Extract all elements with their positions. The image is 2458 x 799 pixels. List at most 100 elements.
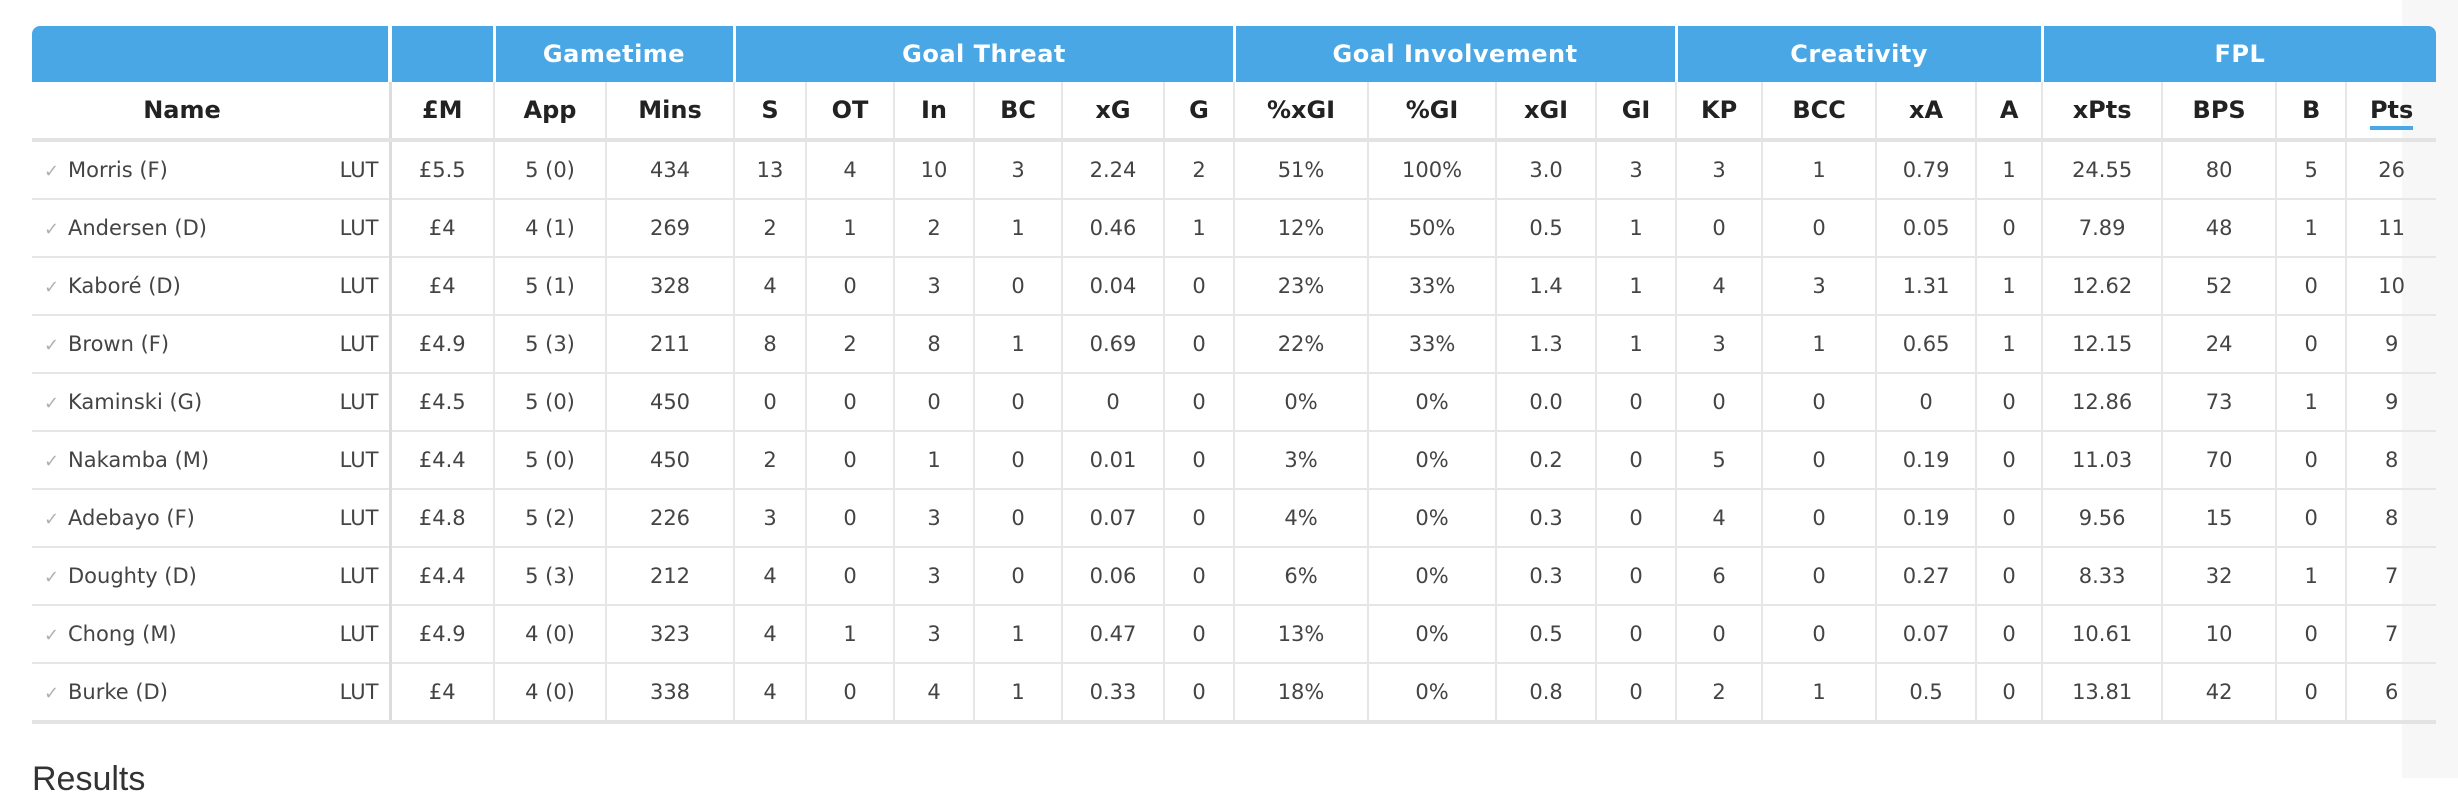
cell-xa: 1.31 (1875, 257, 1977, 316)
group-header-gametime: Gametime (492, 26, 735, 82)
cell-app: 5 (0) (493, 140, 606, 200)
cell-pts: 8 (2345, 431, 2437, 490)
cell-bcc: 0 (1761, 373, 1877, 432)
cell-app: 5 (0) (493, 431, 606, 490)
cell-bps: 32 (2161, 547, 2277, 606)
cell-bc: 1 (973, 199, 1063, 258)
cell-g: 0 (1163, 663, 1235, 724)
cell-bcc: 0 (1761, 199, 1877, 258)
player-stats-table: Gametime Goal Threat Goal Involvement Creat… (32, 26, 2437, 724)
player-name: Andersen (D) (68, 216, 207, 240)
check-icon[interactable]: ✓ (44, 451, 60, 472)
cell-gi: 0 (1595, 663, 1677, 724)
column-header-xg[interactable]: xG (1061, 82, 1165, 142)
cell-bcc: 1 (1761, 663, 1877, 724)
player-name-cell[interactable]: ✓ Kaboré (D) (32, 257, 332, 316)
player-name-cell[interactable]: ✓ Adebayo (F) (32, 489, 332, 548)
check-icon[interactable]: ✓ (44, 509, 60, 530)
cell-pct-xgi: 23% (1233, 257, 1369, 316)
cell-app: 5 (0) (493, 373, 606, 432)
check-icon[interactable]: ✓ (44, 219, 60, 240)
column-header-price-m[interactable]: £M (388, 82, 494, 142)
cell-g: 2 (1163, 140, 1235, 200)
cell-xg: 0.33 (1061, 663, 1165, 724)
cell-bcc: 0 (1761, 605, 1877, 664)
column-header-xgi[interactable]: xGI (1495, 82, 1597, 142)
column-header-pct-xgi[interactable]: %xGI (1233, 82, 1369, 142)
player-name-cell[interactable]: ✓ Andersen (D) (32, 199, 332, 258)
column-header-g[interactable]: G (1163, 82, 1235, 142)
cell-pts: 8 (2345, 489, 2437, 548)
player-name-cell[interactable]: ✓ Nakamba (M) (32, 431, 332, 490)
check-icon[interactable]: ✓ (44, 683, 60, 704)
cell-g: 0 (1163, 315, 1235, 374)
table-row[interactable]: ✓ Kaboré (D) LUT £4 5 (1) 328 4 0 3 0 0.04 0 23% 33% 1… (32, 257, 2437, 316)
table-row[interactable]: ✓ Chong (M) LUT £4.9 4 (0) 323 4 1 3 1 0.47 0 13% 0% 0… (32, 605, 2437, 664)
column-header-ot[interactable]: OT (805, 82, 895, 142)
table-row[interactable]: ✓ Kaminski (G) LUT £4.5 5 (0) 450 0 0 0 0 0 0 0% 0% 0.… (32, 373, 2437, 432)
table-row[interactable]: ✓ Doughty (D) LUT £4.4 5 (3) 212 4 0 3 0 0.06 0 6% 0%… (32, 547, 2437, 606)
column-header-xpts[interactable]: xPts (2041, 82, 2163, 142)
check-icon[interactable]: ✓ (44, 393, 60, 414)
cell-bc: 0 (973, 257, 1063, 316)
cell-xg: 0.07 (1061, 489, 1165, 548)
player-name-cell[interactable]: ✓ Burke (D) (32, 663, 332, 724)
column-header-pts[interactable]: Pts (2345, 82, 2437, 142)
cell-mins: 212 (604, 547, 735, 606)
player-name-cell[interactable]: ✓ Morris (F) (32, 140, 332, 200)
cell-xg: 0.01 (1061, 431, 1165, 490)
cell-in: 0 (893, 373, 975, 432)
column-header-bps[interactable]: BPS (2161, 82, 2277, 142)
column-header-label: xG (1095, 96, 1131, 124)
column-header-s[interactable]: S (733, 82, 807, 142)
cell-app: 5 (2) (493, 489, 606, 548)
table-row[interactable]: ✓ Brown (F) LUT £4.9 5 (3) 211 8 2 8 1 0.69 0 22% 33%… (32, 315, 2437, 374)
group-header-goal-threat: Goal Threat (732, 26, 1235, 82)
column-header-name[interactable]: Name (32, 82, 332, 142)
cell-in: 8 (893, 315, 975, 374)
check-icon[interactable]: ✓ (44, 161, 60, 182)
cell-a: 1 (1975, 257, 2043, 316)
table-row[interactable]: ✓ Adebayo (F) LUT £4.8 5 (2) 226 3 0 3 0 0.07 0 4% 0%… (32, 489, 2437, 548)
column-header-a[interactable]: A (1975, 82, 2043, 142)
column-header-in[interactable]: In (893, 82, 975, 142)
table-row[interactable]: ✓ Andersen (D) LUT £4 4 (1) 269 2 1 2 1 0.46 1 12% 50… (32, 199, 2437, 258)
column-header-xa[interactable]: xA (1875, 82, 1977, 142)
table-row[interactable]: ✓ Morris (F) LUT £5.5 5 (0) 434 13 4 10 3 2.24 2 51%… (32, 140, 2437, 200)
column-header-mins[interactable]: Mins (604, 82, 735, 142)
cell-pct-xgi: 13% (1233, 605, 1369, 664)
column-header-app[interactable]: App (493, 82, 606, 142)
cell-b: 0 (2275, 605, 2347, 664)
column-header-kp[interactable]: KP (1675, 82, 1763, 142)
column-header-gi[interactable]: GI (1595, 82, 1677, 142)
column-header-pct-gi[interactable]: %GI (1367, 82, 1497, 142)
cell-g: 0 (1163, 547, 1235, 606)
cell-bps: 80 (2161, 140, 2277, 200)
check-icon[interactable]: ✓ (44, 567, 60, 588)
cell-xgi: 0.2 (1495, 431, 1597, 490)
player-name-cell[interactable]: ✓ Kaminski (G) (32, 373, 332, 432)
player-name-cell[interactable]: ✓ Brown (F) (32, 315, 332, 374)
column-header-bcc[interactable]: BCC (1761, 82, 1877, 142)
check-icon[interactable]: ✓ (44, 335, 60, 356)
player-name-cell[interactable]: ✓ Doughty (D) (32, 547, 332, 606)
player-name: Chong (M) (68, 622, 177, 646)
cell-pct-gi: 0% (1367, 373, 1497, 432)
table-row[interactable]: ✓ Burke (D) LUT £4 4 (0) 338 4 0 4 1 0.33 0 18% 0% 0.8… (32, 663, 2437, 724)
table-row[interactable]: ✓ Nakamba (M) LUT £4.4 5 (0) 450 2 0 1 0 0.01 0 3% 0%… (32, 431, 2437, 490)
cell-xpts: 13.81 (2041, 663, 2163, 724)
check-icon[interactable]: ✓ (44, 277, 60, 298)
column-header-label: %GI (1405, 96, 1459, 124)
cell-a: 0 (1975, 431, 2043, 490)
check-icon[interactable]: ✓ (44, 625, 60, 646)
cell-s: 2 (733, 431, 807, 490)
column-header-b[interactable]: B (2275, 82, 2347, 142)
cell-mins: 450 (604, 431, 735, 490)
cell-app: 4 (1) (493, 199, 606, 258)
column-header-bc[interactable]: BC (973, 82, 1063, 142)
cell-ot: 2 (805, 315, 895, 374)
cell-bps: 48 (2161, 199, 2277, 258)
cell-xgi: 0.8 (1495, 663, 1597, 724)
cell-g: 0 (1163, 373, 1235, 432)
player-name-cell[interactable]: ✓ Chong (M) (32, 605, 332, 664)
